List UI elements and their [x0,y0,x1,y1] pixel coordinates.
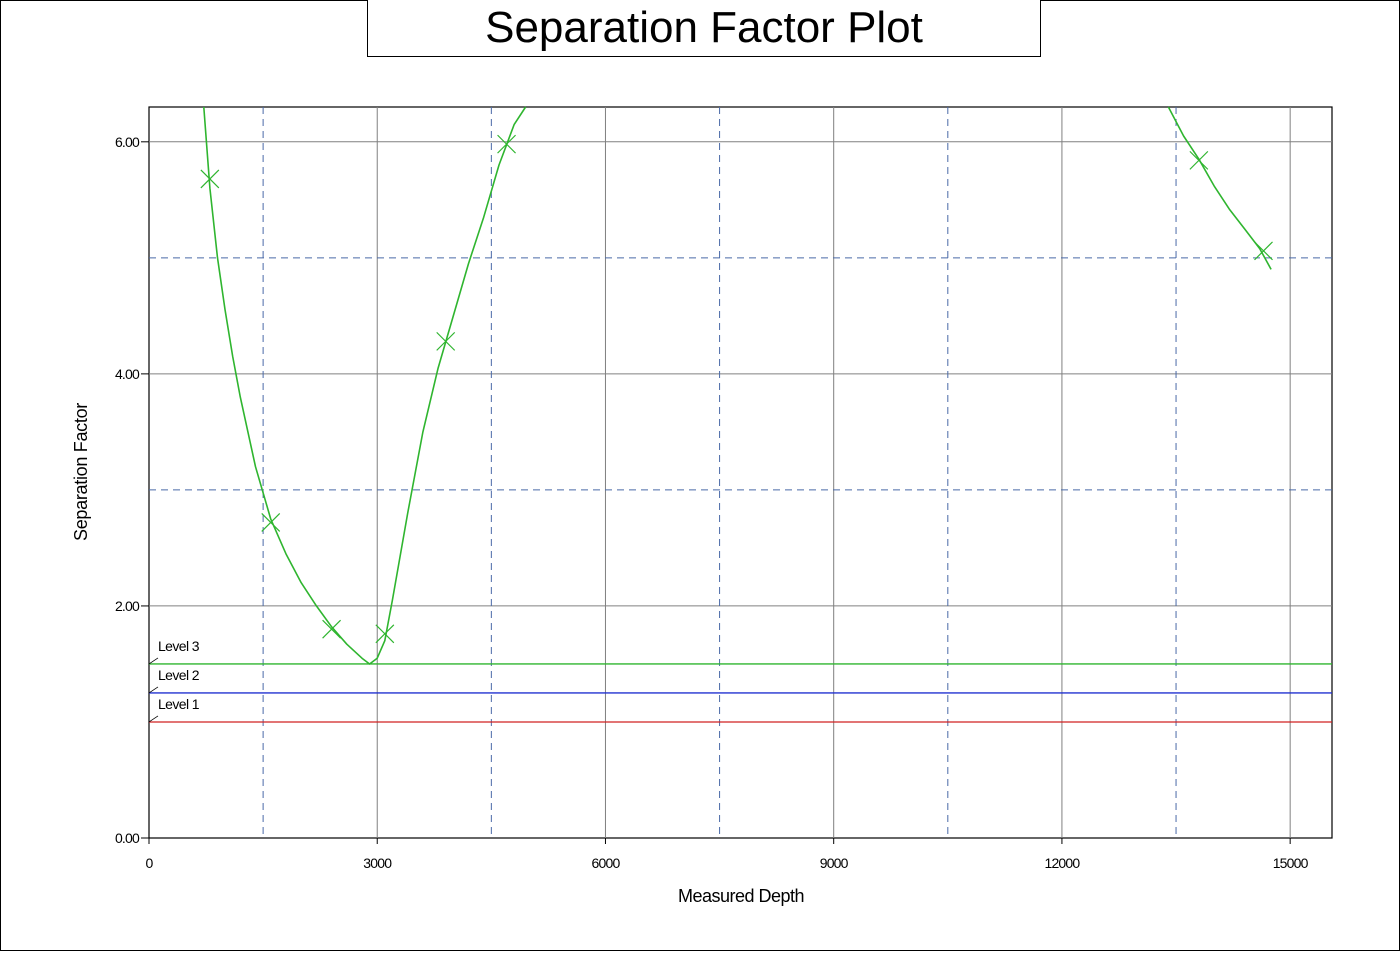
x-tick-label: 3000 [363,855,392,871]
x-tick-label: 6000 [591,855,620,871]
y-tick-label: 4.00 [115,366,140,382]
level-label: Level 3 [158,638,200,654]
level-label: Level 1 [158,696,200,712]
x-tick-label: 0 [146,855,154,871]
chart-title: Separation Factor Plot [485,3,923,53]
x-axis-label: Measured Depth [678,886,804,906]
x-tick-label: 9000 [820,855,849,871]
y-tick-label: 6.00 [115,134,140,150]
chart-title-box: Separation Factor Plot [367,0,1041,57]
plot-area [149,107,1332,838]
y-axis-label: Separation Factor [71,403,91,541]
y-tick-label: 0.00 [115,830,140,846]
level-label: Level 2 [158,667,200,683]
x-tick-label: 12000 [1044,855,1080,871]
y-tick-label: 2.00 [115,598,140,614]
x-tick-label: 15000 [1273,855,1309,871]
